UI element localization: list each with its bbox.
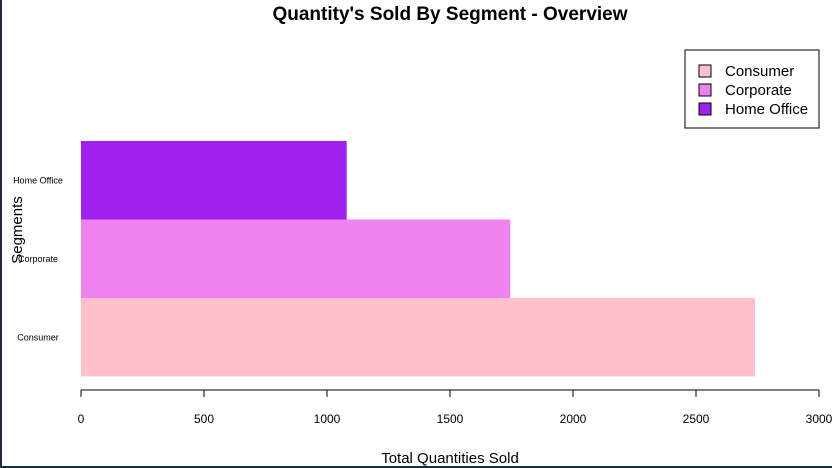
- category-label-corporate: Corporate: [18, 254, 58, 264]
- legend-swatch-home-office: [698, 102, 712, 116]
- chart-title: Quantity's Sold By Segment - Overview: [272, 4, 627, 25]
- x-tick-label: 500: [194, 412, 214, 426]
- y-axis-title: Segments: [9, 196, 26, 264]
- bar-consumer: [81, 298, 756, 377]
- category-label-home-office: Home Office: [13, 175, 63, 185]
- legend-swatch-consumer: [698, 64, 712, 78]
- category-labels: Consumer Corporate Home Office: [13, 175, 63, 342]
- x-tick-label: 0: [78, 412, 85, 426]
- legend-label-home-office: Home Office: [725, 101, 808, 118]
- legend-label-consumer: Consumer: [725, 63, 794, 80]
- bars-group: [81, 141, 756, 377]
- legend-swatch-corporate: [698, 83, 712, 97]
- x-axis: 0 500 1000 1500 2000 2500 3000: [78, 389, 832, 426]
- x-axis-title: Total Quantities Sold: [381, 450, 519, 467]
- category-label-consumer: Consumer: [17, 332, 59, 342]
- x-tick-label: 1000: [314, 412, 341, 426]
- legend: Consumer Corporate Home Office: [684, 49, 820, 129]
- x-tick-label: 2500: [683, 412, 710, 426]
- bar-home-office: [81, 141, 347, 220]
- x-tick-label: 3000: [806, 412, 832, 426]
- x-tick-label: 1500: [437, 412, 464, 426]
- legend-label-corporate: Corporate: [725, 82, 792, 99]
- bar-corporate: [81, 219, 511, 298]
- x-tick-label: 2000: [560, 412, 587, 426]
